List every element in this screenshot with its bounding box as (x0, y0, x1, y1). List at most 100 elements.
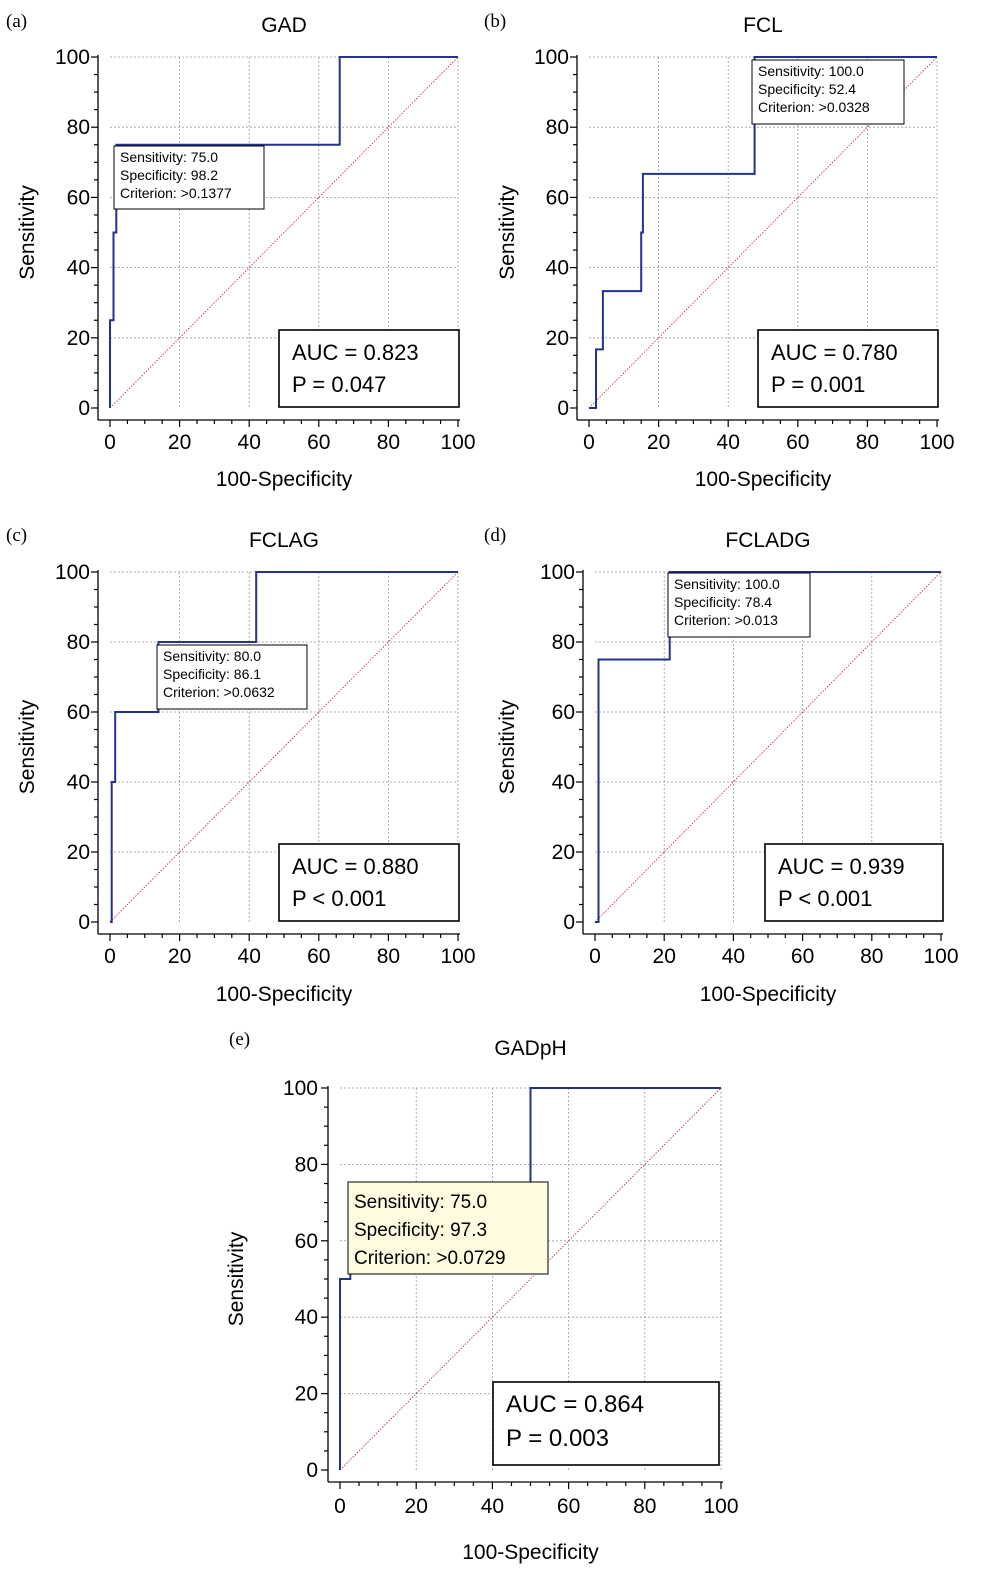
p-value: P < 0.001 (292, 886, 386, 911)
y-tick-label: 40 (552, 771, 575, 794)
y-tick-label: 0 (563, 911, 575, 934)
x-tick-label: 20 (168, 431, 191, 454)
y-tick-label: 80 (552, 631, 575, 654)
x-tick-label: 40 (238, 431, 261, 454)
x-tick-label: 0 (334, 1495, 346, 1518)
chart-title: FCLADG (725, 529, 810, 552)
x-tick-label: 100 (919, 431, 954, 454)
x-tick-label: 60 (307, 945, 330, 968)
info-box-frame (113, 145, 265, 210)
x-tick-label: 20 (647, 431, 670, 454)
chart-title: FCLAG (249, 529, 319, 552)
y-axis-label: Sensitivity (16, 699, 39, 794)
roc-curve (595, 571, 941, 923)
x-axis-label: 100-Specificity (462, 1541, 599, 1564)
x-tick-label: 60 (307, 431, 330, 454)
reference-diagonal-line (109, 571, 459, 923)
y-tick-label: 100 (534, 46, 569, 69)
criterion-info-box: Sensitivity: 100.0 Specificity: 78.4 Crite… (667, 572, 811, 638)
panel-letter: (d) (484, 525, 506, 546)
y-tick-label: 80 (546, 116, 569, 139)
x-tick-label: 80 (377, 945, 400, 968)
p-value: P < 0.001 (778, 886, 872, 911)
x-axis-label: 100-Specificity (700, 983, 837, 1006)
x-tick-label: 20 (653, 945, 676, 968)
criterion-info-box: Sensitivity: 75.0 Specificity: 97.3 Criter… (347, 1181, 549, 1275)
x-tick-label: 40 (481, 1495, 504, 1518)
y-tick-label: 40 (67, 257, 90, 280)
roc-curve (109, 56, 458, 408)
chart-title: GADpH (494, 1037, 566, 1060)
auc-box-frame (757, 329, 939, 408)
x-tick-label: 40 (238, 945, 261, 968)
info-box-line: Criterion: >0.0729 (354, 1248, 506, 1269)
info-box-line: Sensitivity: 75.0 (120, 149, 218, 165)
y-tick-label: 20 (546, 327, 569, 350)
roc-panel-a: (a) GAD 00 20 20 40 40 60 60 80 80 100 100 100-Specif… (6, 11, 476, 491)
x-axis-label: 100-Specificity (216, 468, 353, 491)
roc-panel-e: (e) GADpH 00 20 20 40 40 60 60 80 80 100 100 100-Spec… (225, 1029, 739, 1564)
x-tick-label: 80 (860, 945, 883, 968)
chart-title: FCL (743, 14, 783, 37)
y-tick-label: 0 (557, 397, 569, 420)
y-tick-label: 20 (67, 327, 90, 350)
x-tick-label: 100 (440, 945, 475, 968)
x-tick-label: 60 (791, 945, 814, 968)
y-tick-label: 40 (295, 1306, 318, 1329)
roc-panel-c: (c) FCLAG 00 20 20 40 40 60 60 80 80 100 100 100-Spec… (6, 525, 476, 1006)
auc-value: AUC = 0.880 (292, 854, 419, 879)
auc-stats-box: AUC = 0.880 P < 0.001 (278, 843, 460, 922)
auc-stats-box: AUC = 0.864 P = 0.003 (492, 1381, 720, 1466)
reference-diagonal-line (109, 56, 459, 409)
y-tick-label: 40 (546, 257, 569, 280)
p-value: P = 0.001 (771, 372, 865, 397)
p-value: P = 0.047 (292, 372, 386, 397)
x-tick-label: 100 (923, 945, 958, 968)
y-tick-label: 20 (67, 841, 90, 864)
y-tick-label: 40 (67, 771, 90, 794)
roc-panel-b: (b) FCL 00 20 20 40 40 60 60 80 80 100 100 100-Specif… (484, 11, 955, 491)
x-tick-label: 60 (557, 1495, 580, 1518)
x-tick-label: 40 (722, 945, 745, 968)
roc-panel-d: (d) FCLADG 00 20 20 40 40 60 60 80 80 100 100 100-Spe… (484, 525, 959, 1006)
panel-letter: (e) (229, 1029, 250, 1050)
x-tick-label: 40 (717, 431, 740, 454)
roc-curve (589, 56, 937, 409)
y-tick-label: 0 (306, 1459, 318, 1482)
auc-box-frame (278, 329, 460, 408)
auc-box-frame (278, 843, 460, 922)
x-tick-label: 80 (856, 431, 879, 454)
y-tick-label: 0 (78, 911, 90, 934)
x-tick-label: 20 (405, 1495, 428, 1518)
y-tick-label: 60 (546, 186, 569, 209)
y-tick-label: 20 (295, 1383, 318, 1406)
x-tick-label: 80 (633, 1495, 656, 1518)
info-box-line: Criterion: >0.1377 (120, 185, 232, 201)
auc-box-frame (492, 1381, 720, 1466)
y-tick-label: 60 (67, 701, 90, 724)
info-box-line: Sensitivity: 100.0 (674, 576, 780, 592)
info-box-frame (667, 572, 811, 638)
info-box-line: Specificity: 78.4 (674, 594, 772, 610)
info-box-frame (156, 644, 308, 710)
y-tick-label: 80 (295, 1153, 318, 1176)
y-tick-label: 60 (67, 186, 90, 209)
info-box-line: Criterion: >0.0632 (163, 684, 275, 700)
auc-value: AUC = 0.823 (292, 340, 419, 365)
y-tick-label: 20 (552, 841, 575, 864)
y-tick-label: 100 (540, 561, 575, 584)
x-tick-label: 100 (440, 431, 475, 454)
panel-letter: (b) (484, 11, 506, 32)
info-box-line: Sensitivity: 100.0 (758, 63, 864, 79)
info-box-line: Criterion: >0.013 (674, 612, 778, 628)
y-tick-label: 80 (67, 631, 90, 654)
x-axis-label: 100-Specificity (695, 468, 832, 491)
reference-diagonal-line (594, 571, 942, 923)
info-box-frame (347, 1181, 549, 1275)
info-box-frame (751, 59, 905, 125)
panel-letter: (c) (6, 525, 27, 546)
chart-title: GAD (261, 14, 307, 37)
y-tick-label: 60 (295, 1230, 318, 1253)
y-tick-label: 100 (283, 1077, 318, 1100)
